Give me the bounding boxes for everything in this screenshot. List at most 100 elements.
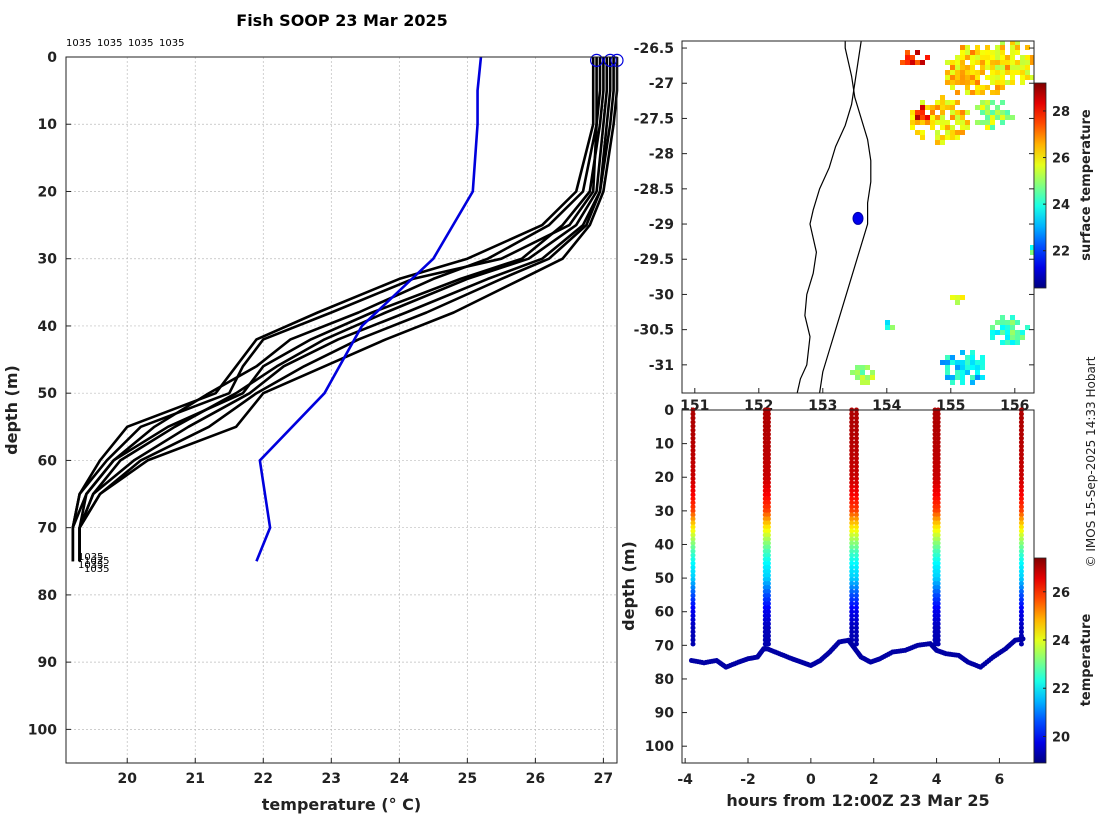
section-colorbar-title: temperature (1079, 614, 1094, 707)
section-point (690, 435, 696, 441)
section-point (849, 459, 855, 465)
section-point (849, 556, 855, 562)
section-point (853, 585, 859, 591)
sst-pixel (1020, 330, 1025, 335)
section-x-tick-label: 4 (932, 772, 942, 788)
sst-pixel (955, 295, 960, 300)
section-point (849, 597, 855, 603)
section-point (849, 568, 855, 574)
sst-pixel (960, 130, 965, 135)
sst-pixel (980, 85, 985, 90)
sst-pixel (1020, 60, 1025, 65)
section-point (690, 548, 696, 554)
section-point (849, 572, 855, 578)
section-point (849, 492, 855, 498)
section-point (935, 641, 941, 647)
sst-pixel (1015, 330, 1020, 335)
section-bottom-point (1020, 636, 1026, 642)
sst-pixel (1010, 315, 1015, 320)
sst-pixel (975, 90, 980, 95)
section-point (853, 435, 859, 441)
sst-pixel (970, 355, 975, 360)
section-point (935, 455, 941, 461)
section-x-axis-label: hours from 12:00Z 23 Mar 25 (726, 791, 989, 810)
section-point (853, 629, 859, 635)
sst-pixel (945, 130, 950, 135)
section-point (690, 556, 696, 562)
sst-pixel (955, 65, 960, 70)
section-point (690, 617, 696, 623)
sst-pixel (965, 45, 970, 50)
section-point (690, 516, 696, 522)
sst-pixel (960, 110, 965, 115)
section-point (849, 585, 855, 591)
sst-pixel (1005, 70, 1010, 75)
sst-pixel (915, 50, 920, 55)
sst-pixel (1030, 245, 1034, 250)
section-point (690, 621, 696, 627)
section-point (1018, 560, 1024, 566)
section-point (853, 532, 859, 538)
x-tick-label: 23 (322, 771, 341, 787)
section-point (849, 488, 855, 494)
section-point (1018, 447, 1024, 453)
sst-pixel (1010, 65, 1015, 70)
section-point (690, 411, 696, 417)
section-point (690, 609, 696, 615)
sst-pixel (865, 365, 870, 370)
y-tick-label: 60 (38, 453, 58, 469)
section-point (1018, 500, 1024, 506)
section-point (935, 536, 941, 542)
sst-pixel (985, 55, 990, 60)
sst-pixel (950, 75, 955, 80)
sst-pixel (1025, 325, 1030, 330)
sst-pixel (990, 70, 995, 75)
section-point (690, 572, 696, 578)
section-point (1018, 580, 1024, 586)
section-point (935, 447, 941, 453)
sst-pixel (1025, 70, 1030, 75)
section-point (849, 576, 855, 582)
section-point (690, 629, 696, 635)
sst-pixel (920, 110, 925, 115)
sst-pixel (1020, 75, 1025, 80)
section-point (1018, 548, 1024, 554)
sst-pixel (940, 120, 945, 125)
section-point (1018, 459, 1024, 465)
sst-pixel (960, 50, 965, 55)
sst-pixel (970, 375, 975, 380)
sst-pixel (935, 105, 940, 110)
sst-pixel (1010, 50, 1015, 55)
sst-pixel (995, 90, 1000, 95)
y-tick-label: 90 (38, 655, 58, 671)
sst-pixel (990, 65, 995, 70)
section-point (765, 637, 771, 643)
sst-pixel (990, 110, 995, 115)
section-point (849, 463, 855, 469)
section-point (765, 455, 771, 461)
sst-colorbar-label: 22 (1052, 245, 1070, 260)
section-y-tick-label: 100 (645, 739, 674, 755)
sst-pixel (945, 355, 950, 360)
section-point (690, 459, 696, 465)
section-point (690, 463, 696, 469)
sst-pixel (1020, 335, 1025, 340)
section-point (849, 476, 855, 482)
map-y-tick-label: -31 (649, 358, 674, 374)
section-point (1018, 552, 1024, 558)
section-point (849, 480, 855, 486)
section-point (935, 500, 941, 506)
section-point (690, 468, 696, 474)
section-point (853, 528, 859, 534)
sst-pixel (950, 375, 955, 380)
section-point (1018, 536, 1024, 542)
sst-pixel (1000, 60, 1005, 65)
sst-pixel (995, 75, 1000, 80)
section-x-tick-label: -4 (677, 772, 693, 788)
sst-pixel (1010, 335, 1015, 340)
section-point (853, 540, 859, 546)
sst-pixel (935, 135, 940, 140)
section-point (765, 593, 771, 599)
coastline (796, 41, 862, 393)
